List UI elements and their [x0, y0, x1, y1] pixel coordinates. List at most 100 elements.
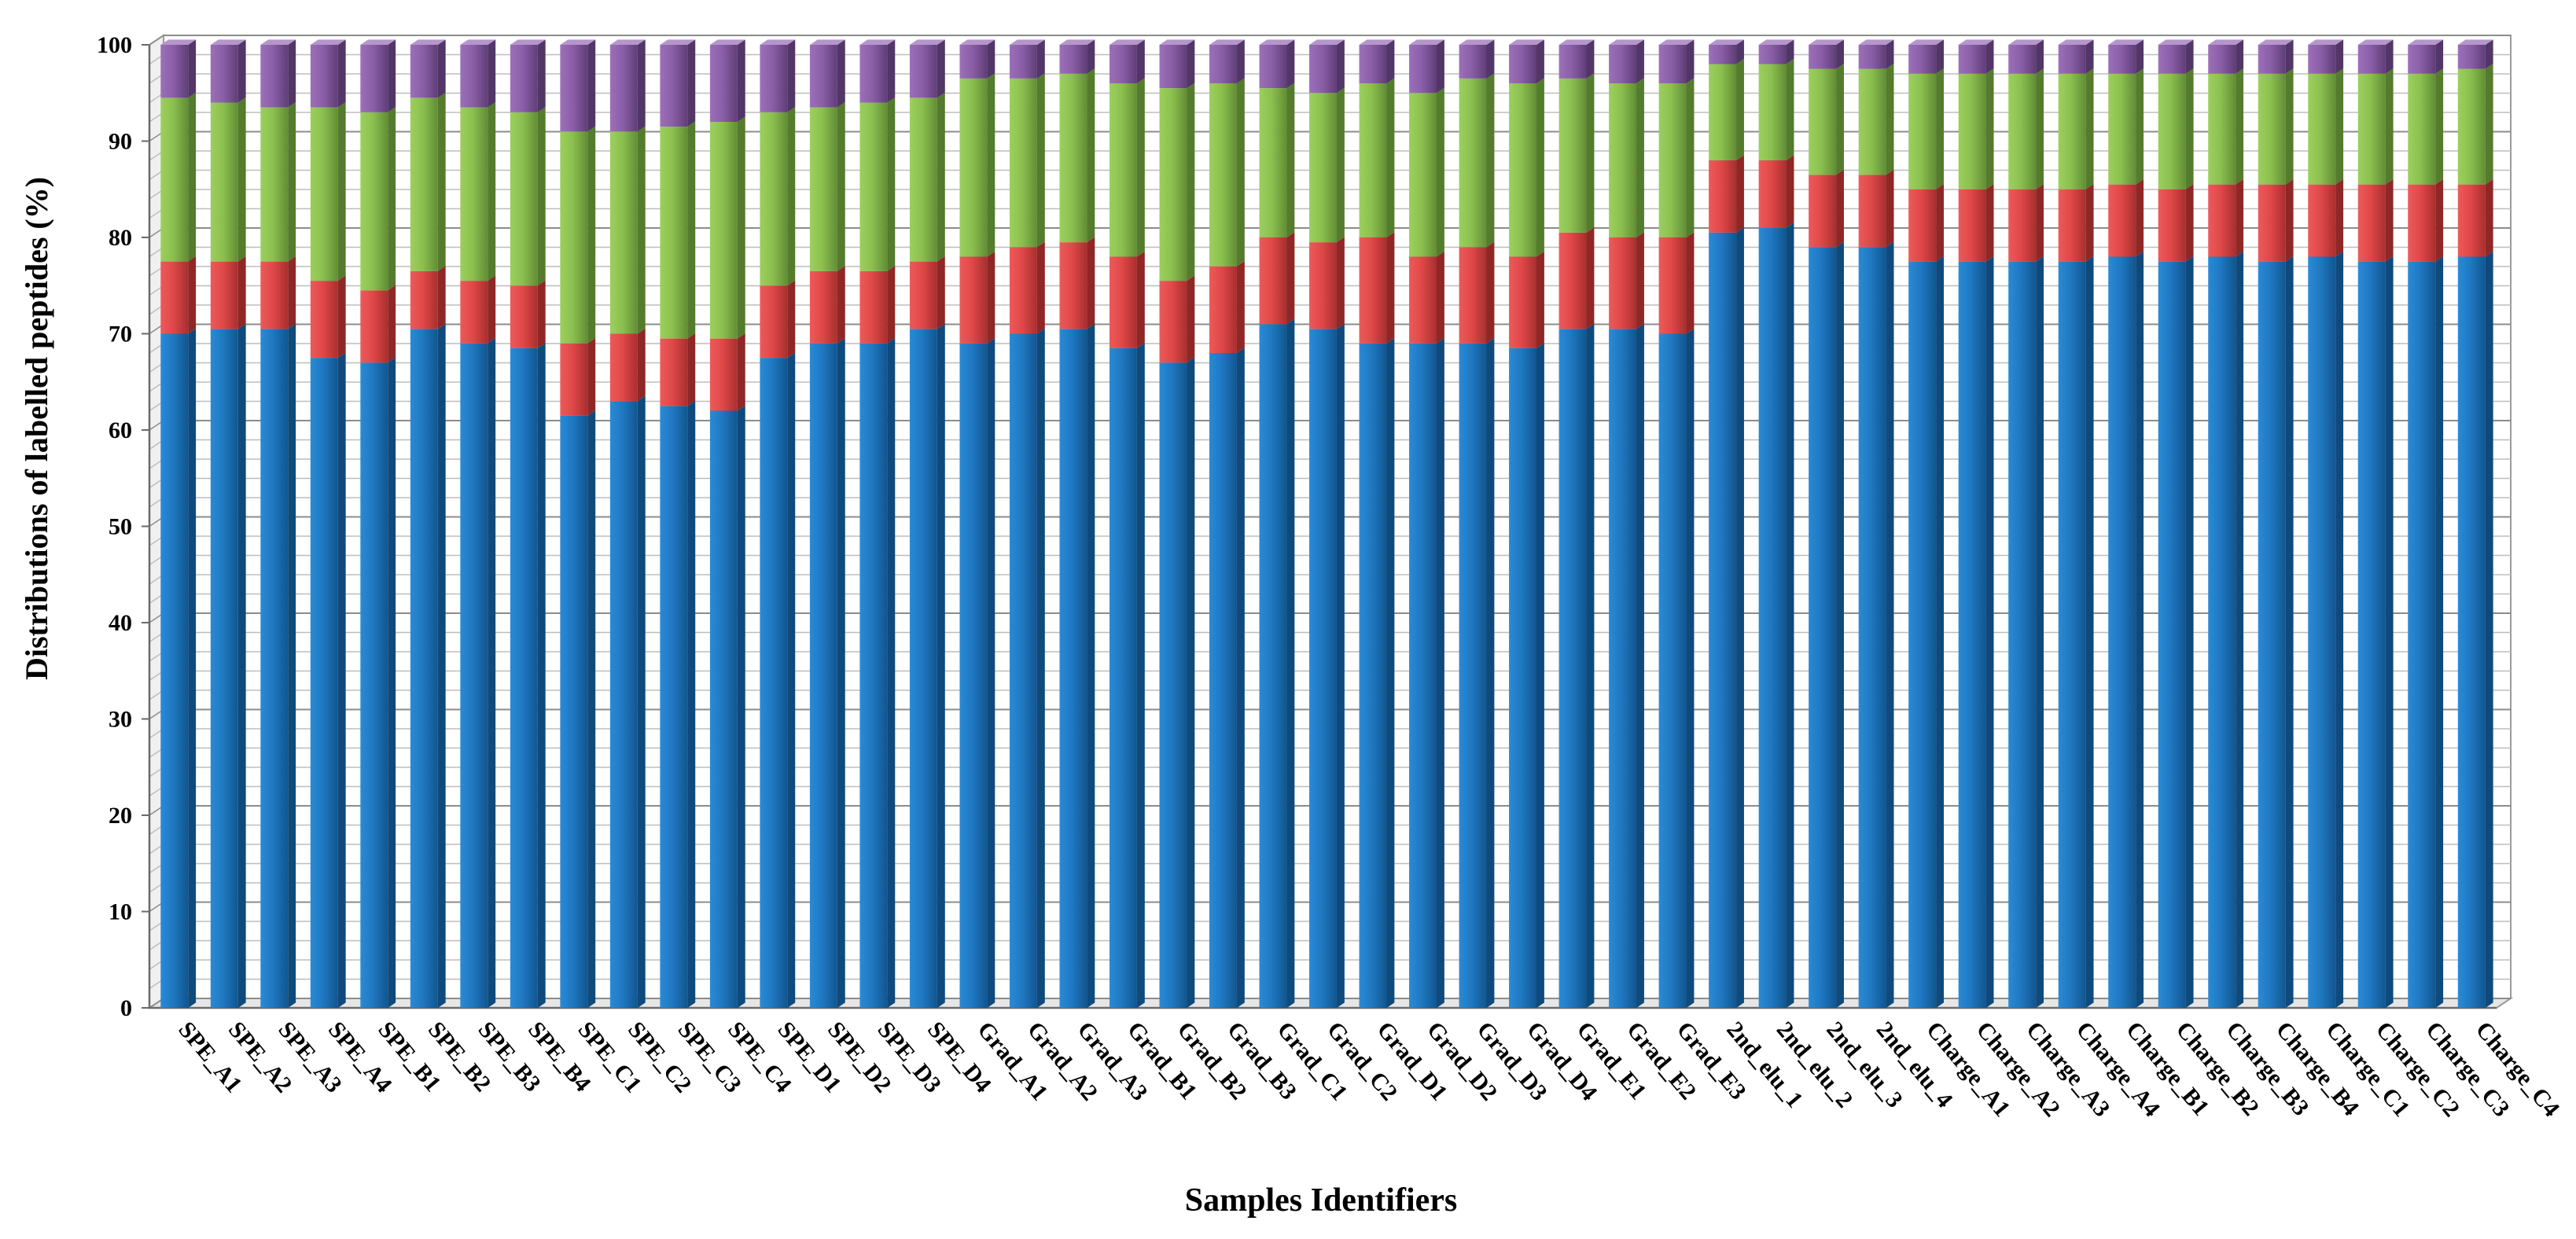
bar-segment-purple: [2408, 45, 2436, 74]
bar-segment-side: [1536, 251, 1544, 348]
bar-segment-side: [488, 39, 496, 108]
bar-segment-green: [1658, 83, 1687, 237]
bar-segment-side: [1686, 232, 1695, 334]
bar-segment-side: [1786, 155, 1794, 228]
bar-stack-Charge_C1: [2308, 39, 2344, 1008]
bar-segment-side: [2485, 179, 2493, 257]
bar-segment-green: [460, 107, 488, 281]
bar-segment-side: [2036, 39, 2044, 74]
bar-segment-side: [188, 256, 197, 334]
bar-top-face: [959, 39, 995, 45]
bar-stack-2nd_elu_2: [1758, 39, 1794, 1008]
bar-segment-side: [1586, 227, 1595, 329]
bar-segment-green: [1908, 73, 1937, 189]
bar-segment-purple: [1459, 45, 1487, 79]
bar-segment-blue: [1509, 347, 1537, 1008]
bar-stack-SPE_C3: [660, 39, 696, 1008]
bar-segment-purple: [2158, 45, 2186, 74]
bar-segment-blue: [609, 401, 638, 1008]
bar-segment-purple: [809, 45, 837, 108]
bar-segment-red: [2258, 184, 2286, 262]
bar-segment-side: [2136, 68, 2144, 185]
bar-segment-side: [787, 352, 796, 1008]
bar-segment-side: [637, 39, 646, 132]
bar-segment-green: [1159, 88, 1187, 281]
bar-stack-Grad_A3: [1059, 39, 1095, 1008]
bar-segment-side: [1236, 39, 1245, 83]
bar-segment-green: [2408, 73, 2436, 185]
bar-stack-Grad_D3: [1459, 39, 1495, 1008]
bar-stack-SPE_B4: [510, 39, 546, 1008]
bar-top-face: [1459, 39, 1495, 45]
bar-top-face: [1009, 39, 1045, 45]
bar-segment-blue: [959, 343, 988, 1008]
bar-segment-side: [1536, 78, 1544, 257]
bar-segment-side: [237, 39, 246, 103]
bar-segment-purple: [2258, 45, 2286, 74]
bar-segment-side: [388, 357, 396, 1008]
bar-top-face: [510, 39, 546, 45]
bar-segment-green: [210, 102, 238, 262]
bar-segment-green: [2008, 73, 2037, 189]
bar-segment-side: [2385, 256, 2394, 1008]
bar-segment-side: [687, 39, 696, 127]
bar-segment-side: [2085, 68, 2094, 189]
bar-segment-side: [787, 39, 796, 112]
bar-segment-side: [1985, 68, 1994, 189]
y-tick-label: 10: [109, 899, 132, 925]
bar-segment-side: [188, 92, 197, 262]
bar-segment-side: [2285, 256, 2294, 1008]
bar-segment-purple: [1509, 45, 1537, 83]
bar-segment-side: [2185, 39, 2194, 74]
bar-segment-side: [1187, 39, 1195, 89]
bar-top-face: [709, 39, 745, 45]
y-tick-label: 100: [97, 32, 132, 58]
bar-segment-green: [959, 78, 988, 257]
bar-segment-side: [1886, 39, 1894, 69]
bar-segment-side: [1486, 39, 1495, 79]
bar-stack-Grad_E3: [1658, 39, 1695, 1008]
bar-segment-side: [1436, 39, 1444, 94]
bar-segment-side: [2335, 179, 2344, 257]
bar-segment-purple: [160, 45, 189, 98]
bar-segment-side: [2036, 184, 2044, 262]
bar-segment-side: [2485, 251, 2493, 1008]
bar-segment-side: [1486, 241, 1495, 344]
bar-segment-side: [537, 107, 546, 286]
bar-segment-side: [1536, 343, 1544, 1008]
bar-segment-side: [2285, 39, 2294, 74]
bar-stack-SPE_C4: [709, 39, 745, 1008]
bar-segment-green: [2058, 73, 2086, 189]
bar-stack-Grad_D4: [1509, 39, 1544, 1008]
bar-segment-green: [560, 131, 588, 344]
bar-segment-blue: [2158, 261, 2186, 1008]
bar-segment-side: [2136, 251, 2144, 1008]
bar-segment-side: [1286, 39, 1295, 89]
bar-segment-side: [887, 39, 896, 103]
bar-segment-green: [809, 107, 837, 271]
bar-segment-blue: [260, 329, 289, 1008]
bar-stack-SPE_D1: [760, 39, 796, 1008]
bar-segment-red: [510, 285, 538, 348]
bar-segment-green: [1059, 73, 1087, 243]
bar-segment-blue: [1908, 261, 1937, 1008]
bar-segment-purple: [460, 45, 488, 108]
bar-segment-side: [937, 92, 945, 262]
bar-segment-green: [2208, 73, 2236, 185]
bar-segment-side: [1187, 83, 1195, 281]
bar-segment-side: [337, 39, 346, 108]
bar-top-face: [1609, 39, 1644, 45]
bar-segment-purple: [959, 45, 988, 79]
bar-segment-green: [1758, 64, 1787, 160]
bar-segment-purple: [310, 45, 338, 108]
bar-segment-blue: [660, 406, 688, 1008]
bar-segment-green: [410, 97, 438, 271]
bar-segment-side: [2136, 39, 2144, 74]
side-gridline: [149, 35, 164, 46]
bar-segment-side: [1087, 39, 1095, 74]
bar-stack-Grad_B3: [1209, 39, 1245, 1008]
bar-segment-red: [460, 281, 488, 344]
bar-segment-side: [1036, 73, 1045, 248]
bar-top-face: [1509, 39, 1544, 45]
